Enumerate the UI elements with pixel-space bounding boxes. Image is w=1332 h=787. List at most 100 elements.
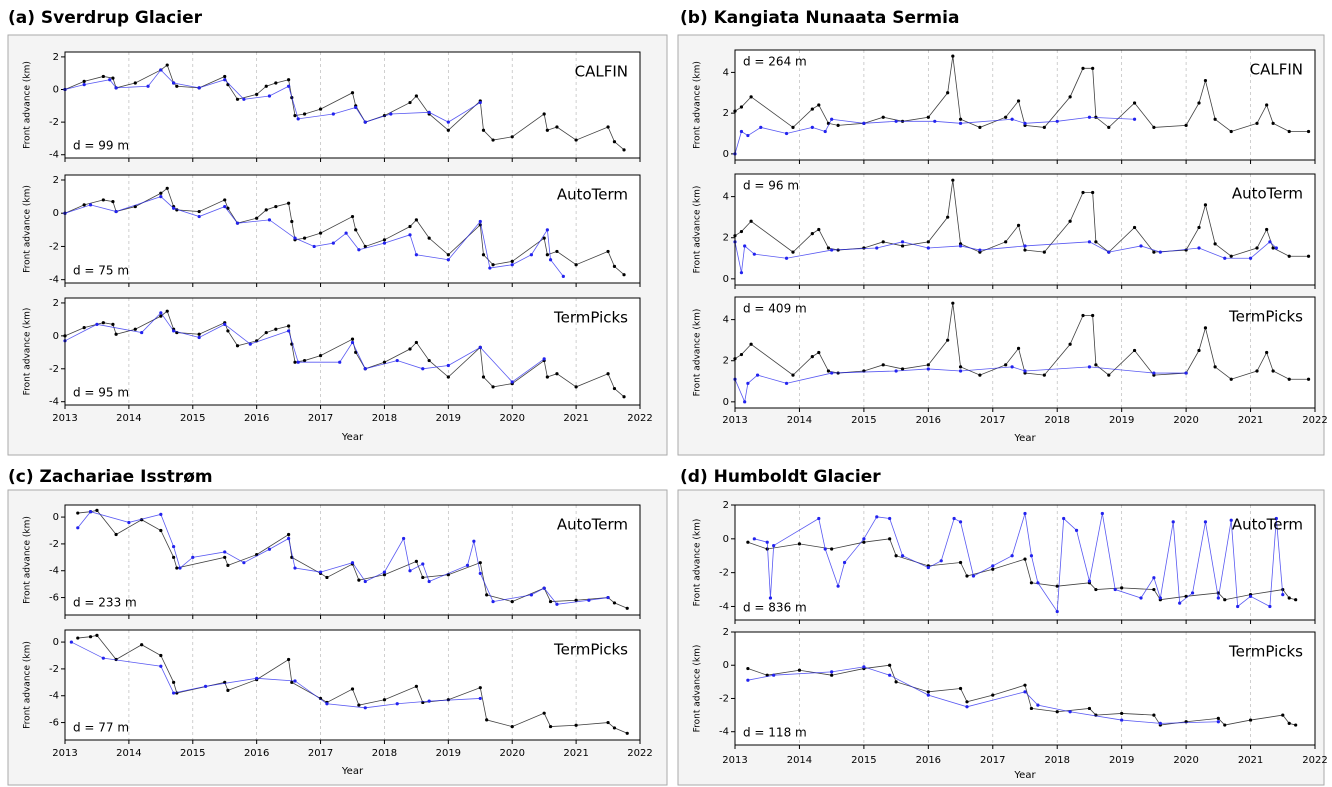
data-point [338,360,342,364]
y-tick-label: -6 [49,593,59,604]
data-point [759,125,763,130]
data-point [1203,203,1208,207]
data-point [382,238,387,242]
plot-area [63,309,626,399]
data-point [290,680,294,684]
data-point [446,375,450,379]
data-point [1036,581,1040,585]
data-point [325,575,329,580]
data-point [978,248,982,252]
data-point [446,253,450,257]
data-point [414,340,418,345]
data-point [542,112,546,116]
x-tick-label: 2022 [627,413,652,424]
data-point [1068,219,1072,223]
data-point [223,550,227,554]
y-axis-label: Front advance (km) [693,61,703,149]
x-tick-label: 2016 [244,748,269,759]
data-point [1255,369,1259,373]
data-point [88,635,93,639]
data-point [76,636,80,640]
data-point [264,208,268,212]
data-point [350,91,355,95]
annotation: d = 836 m [743,601,807,615]
data-point [881,115,885,119]
data-point [382,241,387,245]
method-name: AutoTerm [557,186,628,204]
data-point [446,128,450,132]
y-tick-label: 2 [723,233,729,244]
data-point [264,84,268,88]
x-tick-label: 2015 [851,415,876,426]
data-point [389,112,393,116]
data-point [991,693,995,697]
y-tick-label: -6 [49,718,59,729]
data-point [1197,348,1201,353]
y-tick-label: -2 [49,241,59,252]
data-point [1029,554,1034,558]
data-point [1223,598,1227,602]
data-point [491,385,495,389]
data-point [1055,710,1059,714]
annotation: d = 96 m [743,179,799,193]
y-tick-label: 0 [53,637,59,648]
method-name: AutoTerm [1232,185,1303,203]
data-point [836,123,840,127]
data-point [958,117,963,121]
data-point [287,201,291,205]
data-point [1107,125,1111,130]
data-point [739,229,744,234]
data-point [325,702,329,706]
data-point [548,724,553,729]
method-name: TermPicks [1228,308,1303,326]
data-point [1023,244,1027,248]
data-point [862,665,866,669]
data-point [293,566,297,570]
data-point [159,528,163,533]
data-point [427,579,431,584]
axes-frame [64,504,641,616]
y-axis-label: Front advance (km) [23,516,33,604]
method-name: CALFIN [575,63,628,81]
data-point [894,369,898,373]
data-point [810,232,814,236]
data-point [165,63,169,67]
data-point [1306,377,1311,381]
x-axis-label: Year [1013,770,1036,781]
x-tick-label: 2015 [180,413,205,424]
data-point [165,309,169,313]
data-point [172,544,176,549]
data-point [797,542,802,546]
data-point [287,532,291,537]
data-point [1248,718,1253,722]
x-tick-label: 2014 [787,755,812,766]
data-point [318,231,323,235]
data-point [612,726,617,730]
data-point [1023,690,1027,694]
data-point [293,114,297,118]
data-point [172,81,176,85]
data-point [478,561,482,565]
data-point [408,347,412,351]
data-point [1010,554,1014,558]
data-point [472,539,476,543]
x-tick-label: 2016 [916,415,941,426]
data-point [1171,520,1175,524]
plot-area [63,63,626,152]
y-tick-label: 0 [723,660,729,671]
data-point [159,512,163,516]
x-tick-label: 2013 [722,755,747,766]
data-point [978,373,982,377]
data-point [1139,596,1143,600]
x-tick-label: 2015 [180,748,205,759]
data-point [612,386,617,391]
data-point [739,352,744,357]
data-point [1132,348,1137,353]
data-point [946,91,950,95]
data-point [1287,721,1291,725]
data-point [427,110,431,114]
data-point [862,121,866,125]
axes-background [65,52,640,158]
data-point [545,253,549,257]
